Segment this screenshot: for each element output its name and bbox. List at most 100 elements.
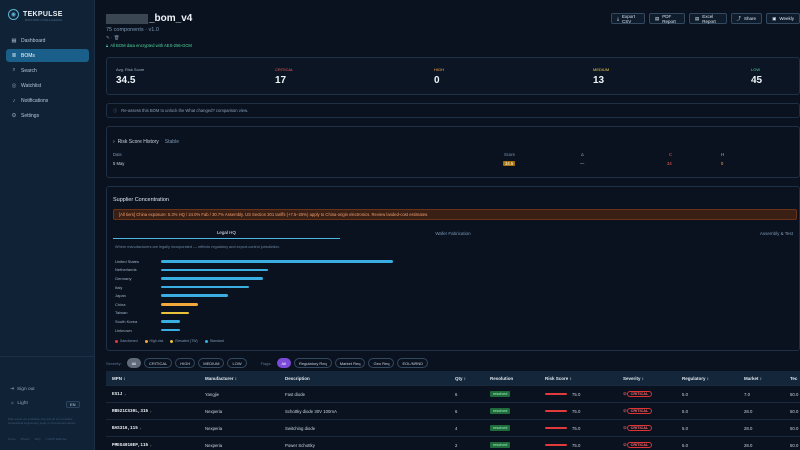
privacy-link[interactable]: Privacy — [20, 437, 30, 441]
info-icon: ⓘ — [113, 107, 118, 113]
legend-dot-icon — [144, 339, 148, 343]
country-bar[interactable] — [161, 268, 268, 272]
stat-label: MEDIUM — [593, 67, 610, 72]
filter-flag-regulatory[interactable]: Regulatory Req — [293, 358, 332, 368]
sidebar-item-boms[interactable]: ≣ BOMs — [6, 49, 89, 62]
cell-severity: ⊘ CRITICAL — [623, 403, 653, 419]
cell-qty-text: 4 — [455, 425, 458, 431]
cell-qty-text: 2 — [455, 442, 458, 448]
export-csv-button[interactable]: ⤓ Export CSV — [611, 13, 646, 24]
filter-flag-market[interactable]: Market Req — [334, 358, 366, 368]
language-select[interactable]: EN — [66, 401, 80, 408]
country-bar[interactable] — [161, 328, 180, 332]
edit-delete-icons[interactable]: ✎ · 🗑 — [106, 35, 120, 40]
country-bar[interactable] — [161, 311, 189, 315]
col-regulatory[interactable]: Regulatory ↕ — [682, 375, 710, 381]
page-title: _bom_v4 — [106, 13, 192, 24]
bar-label: South Korea — [115, 318, 138, 324]
country-bar[interactable] — [161, 260, 393, 263]
col-high: H — [721, 152, 725, 157]
filter-severity-low[interactable]: LOW — [227, 358, 247, 368]
legend-item: Elevated (TW) — [170, 339, 198, 343]
cell-qty: 2 — [455, 437, 457, 450]
weekly-button[interactable]: ▣ Weekly — [766, 13, 800, 24]
chevron-right-icon[interactable]: › — [150, 442, 152, 448]
tab-legal-hq[interactable]: Legal HQ — [113, 227, 340, 239]
chevron-right-icon[interactable]: › — [139, 425, 142, 431]
encryption-text: All BOM data encrypted with AES-256-GCM — [110, 43, 192, 48]
reassess-note: ⓘ Re-assess this BOM to unlock the What c… — [106, 103, 800, 118]
country-bar[interactable] — [161, 303, 199, 306]
sidebar-item-label: Dashboard — [21, 37, 46, 44]
stat-high: HIGH 0 — [434, 67, 444, 86]
history-high: 0 — [721, 161, 724, 166]
excel-report-button[interactable]: ▤ Excel Report — [689, 13, 727, 24]
risk-bar — [545, 393, 567, 395]
country-bar-chart: United States Netherlands Germany Italy Japa… — [115, 257, 393, 334]
cell-severity-text: CRITICAL — [626, 442, 653, 448]
theme-toggle[interactable]: ☼ Light — [10, 401, 28, 406]
cell-market-text: 28.0 — [744, 442, 753, 448]
filter-severity-medium[interactable]: MEDIUM — [198, 358, 225, 368]
table-row[interactable]: RB521CS30L,315 › Nexperia Schottky diode 3… — [106, 403, 800, 420]
cell-regulatory-text: 5.0 — [682, 442, 688, 448]
stat-avg-risk: Avg. Risk Score 34.5 — [116, 67, 144, 86]
table-row[interactable]: PMEG4010EP,115 › Nexperia Power Schottky 2 r… — [106, 437, 800, 450]
filter-flag-all[interactable]: All — [276, 358, 291, 368]
cell-manufacturer: Nexperia — [205, 403, 222, 419]
filter-severity-critical[interactable]: CRITICAL — [144, 358, 173, 368]
bar-row: China — [115, 300, 393, 309]
sidebar-item-settings[interactable]: ⚙ Settings — [6, 109, 89, 122]
cell-severity: ⊘ CRITICAL — [623, 420, 653, 436]
stat-value: 13 — [593, 75, 605, 86]
table-row[interactable]: ES1J › Yangjie Fast diode 6 resolved 75.0 ⊘ CR… — [106, 386, 800, 403]
brand[interactable]: ◉ TEKPULSE — [8, 9, 63, 20]
col-manufacturer[interactable]: Manufacturer ↕ — [205, 375, 238, 381]
table-row[interactable]: BAS316,115 › Nexperia Switching diode 4 reso… — [106, 420, 800, 437]
col-mpn[interactable]: MPN ↕ — [112, 375, 126, 381]
terms-link[interactable]: Terms — [8, 437, 16, 441]
critical-icon: ⊘ — [623, 442, 627, 447]
button-label: Share — [744, 16, 757, 21]
col-qty[interactable]: Qty ↕ — [455, 375, 467, 381]
layers-icon: ≣ — [11, 52, 17, 59]
signout-label: Sign out — [17, 387, 35, 392]
col-risk-score[interactable]: Risk Score ↕ — [545, 375, 572, 381]
col-market[interactable]: Market ↕ — [744, 375, 763, 381]
china-exposure-alert: [All tiers] China exposure: 5.3% HQ / 24… — [113, 209, 797, 220]
cell-market-text: 7.0 — [744, 391, 750, 397]
cell-resolution: resolved — [490, 386, 511, 402]
country-bar[interactable] — [161, 320, 180, 323]
country-bar[interactable] — [161, 277, 264, 280]
legend-item: Standard — [204, 339, 224, 343]
cell-regulatory-text: 5.0 — [682, 391, 688, 397]
signout-button[interactable]: ⇥ Sign out — [10, 387, 35, 392]
filter-flag-geo[interactable]: Geo Req — [368, 358, 395, 368]
col-severity[interactable]: Severity ↕ — [623, 375, 645, 381]
filter-severity-high[interactable]: HIGH — [175, 358, 196, 368]
filter-severity-all[interactable]: All — [126, 358, 142, 368]
chevron-right-icon[interactable]: › — [150, 408, 152, 414]
history-score: 34.5 — [503, 161, 516, 166]
sidebar-item-search[interactable]: ⌕ Search — [6, 64, 89, 77]
country-bar[interactable] — [161, 294, 229, 297]
col-tech[interactable]: Tec — [790, 375, 798, 381]
faq-link[interactable]: FAQ — [34, 437, 41, 441]
stat-value: 45 — [751, 75, 763, 86]
country-bar[interactable] — [161, 285, 250, 289]
sidebar-item-dashboard[interactable]: ▦ Dashboard — [6, 34, 89, 47]
note-text: Re-assess this BOM to unlock the What ch… — [121, 108, 249, 113]
sidebar-item-notifications[interactable]: ♪ Notifications — [6, 94, 89, 107]
filter-flag-eol[interactable]: EOL/NRND — [397, 358, 429, 368]
sidebar-item-watchlist[interactable]: ◎ Watchlist — [6, 79, 89, 92]
cell-mpn-text: PMEG4010EP,115 — [112, 442, 149, 448]
history-header[interactable]: › Risk Score History Stable — [113, 139, 179, 145]
tab-wafer-fabrication[interactable]: Wafer Fabrication — [435, 230, 471, 236]
share-button[interactable]: ⤴ Share — [730, 13, 763, 24]
tab-assembly-test[interactable]: Assembly & Test — [759, 230, 794, 236]
pdf-report-button[interactable]: ▤ PDF Report — [649, 13, 686, 24]
chevron-right-icon[interactable]: › — [124, 391, 126, 397]
cell-manufacturer-text: Nexperia — [205, 442, 223, 448]
cell-mpn: PMEG4010EP,115 › — [112, 437, 152, 450]
cell-resolution-text: resolved — [490, 442, 511, 448]
